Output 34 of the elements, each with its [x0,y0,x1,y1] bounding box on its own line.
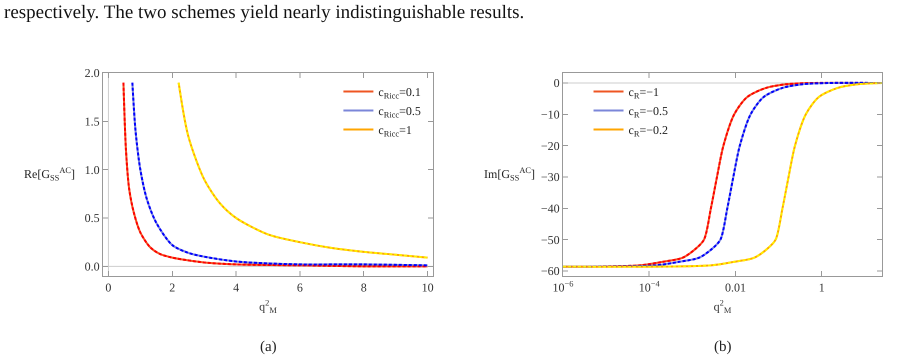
y-axis-title: Re[G$_{SS}$$^{AC}$] [24,166,75,183]
x-tick-label: 1 [818,280,825,294]
y-tick-label: −50 [540,232,560,247]
x-tick-label: 8 [360,280,367,294]
y-tick-label: −20 [540,138,560,153]
line-series [178,82,429,259]
y-tick-label: 0.0 [84,260,100,274]
legend-label: c$_{R}$=−0.5 [628,104,668,120]
y-tick-label: 1.0 [84,162,100,177]
y-axis-title: Im[G$_{SS}$$^{AC}$] [484,166,535,183]
legend-label: c$_{Ricc}$=1 [378,123,412,139]
x-tick-label: 2 [169,280,176,294]
legend-label: c$_{R}$=−0.2 [628,123,668,139]
y-tick-label: −30 [540,170,560,184]
y-tick-label: 0.5 [84,211,100,226]
y-tick-label: −40 [540,202,560,216]
legend-label: c$_{R}$=−1 [628,85,659,101]
legend-label: c$_{Ricc}$=0.1 [378,85,421,101]
x-tick-label: 0.01 [724,280,746,294]
x-tick-label: 10 [422,280,434,294]
text: (a) [260,339,277,355]
y-tick-label: 1.5 [84,114,100,129]
text: (b) [714,339,732,355]
y-tick-label: −10 [540,108,560,122]
x-tick-label: 10$^{−6}$ [552,279,574,294]
x-tick-label: 0 [105,280,112,294]
y-tick-label: −60 [540,264,560,278]
x-tick-label: 4 [233,280,240,294]
y-tick-label: 0 [554,76,560,90]
text: respectively. The two schemes yield nearly indistinguishable results. [4,2,524,24]
x-tick-label: 10$^{−4}$ [638,279,660,294]
legend-label: c$_{Ricc}$=0.5 [378,104,421,120]
y-tick-label: 2.0 [84,66,100,80]
x-tick-label: 6 [296,280,303,294]
